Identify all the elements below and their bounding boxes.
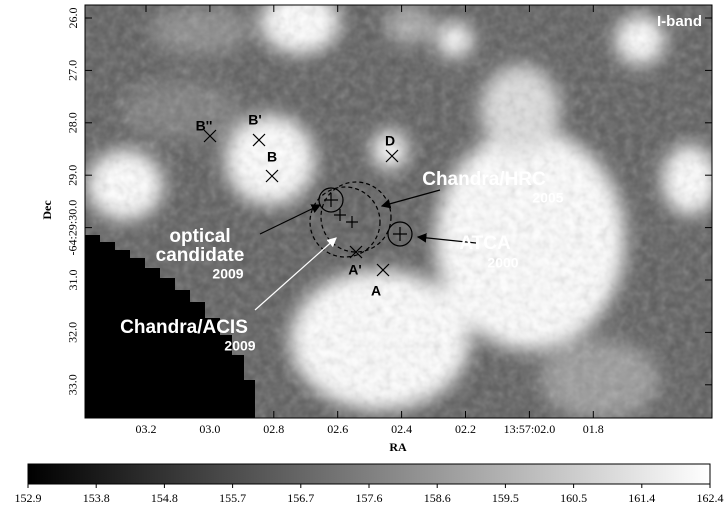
x-tick-label: 02.8 <box>263 422 284 436</box>
colorbar-tick-label: 160.5 <box>560 491 587 505</box>
y-tick-label: 26.0 <box>66 8 80 29</box>
atca-label: ATCA <box>459 233 511 254</box>
x-tick-label: 02.6 <box>327 422 348 436</box>
y-tick-label: 33.0 <box>66 374 80 395</box>
colorbar-tick-label: 153.8 <box>83 491 110 505</box>
source-label: D <box>385 133 395 149</box>
source-label: A' <box>348 262 361 278</box>
y-tick-label: 32.0 <box>66 322 80 343</box>
colorbar-tick-label: 152.9 <box>15 491 42 505</box>
image <box>85 0 718 420</box>
colorbar-tick-label: 157.6 <box>356 491 383 505</box>
hrc-label: Chandra/HRC <box>422 169 546 190</box>
y-tick-label: 27.0 <box>66 60 80 81</box>
x-tick-label: 02.2 <box>455 422 476 436</box>
figure: I-band B'' B' B D A' A Chandra/HRC 2005 … <box>0 0 727 508</box>
x-tick-label: 01.8 <box>583 422 604 436</box>
source-label: B <box>267 149 277 165</box>
source-label: B' <box>248 112 261 128</box>
colorbar-tick-label: 154.8 <box>151 491 178 505</box>
y-tick-label: -64:29:30.0 <box>66 200 80 256</box>
colorbar-tick-label: 158.6 <box>424 491 451 505</box>
colorbar-tick-label: 159.5 <box>492 491 519 505</box>
hrc-year: 2005 <box>532 190 563 206</box>
colorbar-tick-label: 161.4 <box>628 491 655 505</box>
atca-year: 2000 <box>487 255 518 271</box>
acis-year: 2009 <box>224 338 255 354</box>
acis-label: Chandra/ACIS <box>120 317 248 338</box>
optical-year: 2009 <box>212 266 243 282</box>
optical-label: candidate <box>156 245 245 266</box>
colorbar-tick-label: 162.4 <box>697 491 724 505</box>
colorbar <box>28 464 710 484</box>
band-label: I-band <box>657 13 702 30</box>
x-tick-label: 03.2 <box>136 422 157 436</box>
source-label: A <box>371 283 381 299</box>
source-label: B'' <box>196 118 213 134</box>
colorbar-tick-label: 156.7 <box>287 491 314 505</box>
x-axis-title: RA <box>389 440 407 454</box>
y-tick-label: 28.0 <box>66 112 80 133</box>
optical-label: optical <box>169 226 230 247</box>
x-tick-label: 02.4 <box>391 422 412 436</box>
y-tick-label: 31.0 <box>66 270 80 291</box>
x-tick-label: 13:57:02.0 <box>504 422 556 436</box>
y-axis-title: Dec <box>40 200 54 220</box>
x-tick-label: 03.0 <box>199 422 220 436</box>
y-tick-label: 29.0 <box>66 165 80 186</box>
colorbar-tick-label: 155.7 <box>219 491 246 505</box>
